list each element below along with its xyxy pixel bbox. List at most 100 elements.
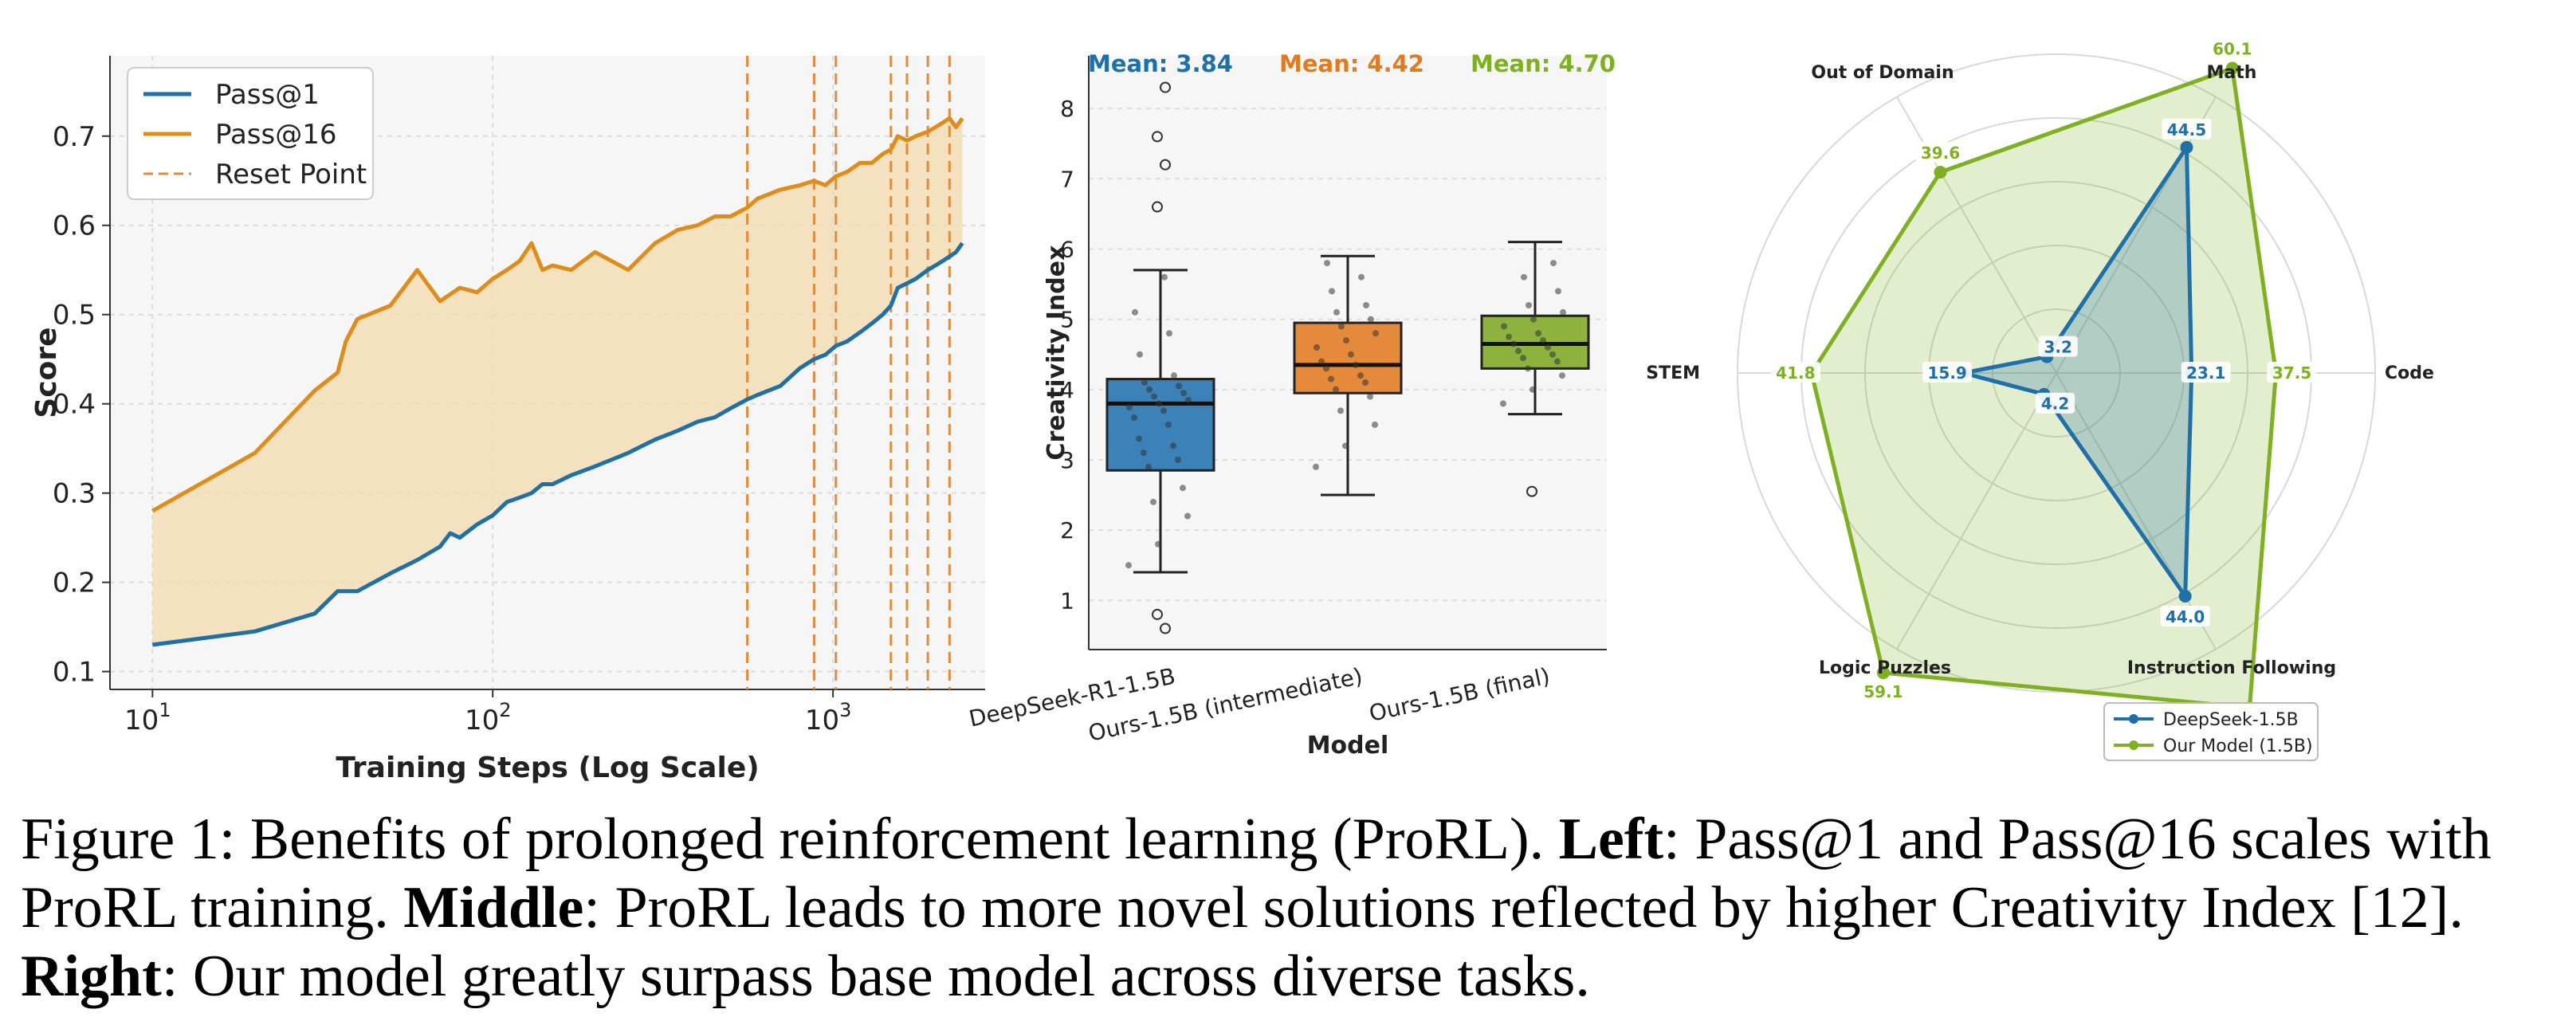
data-point (1328, 375, 1334, 383)
our-model-point (1934, 166, 1947, 179)
mean-label: Mean: 4.42 (1279, 50, 1424, 77)
data-point (1372, 421, 1378, 428)
data-point (1554, 358, 1561, 365)
our-model-point (1876, 666, 1890, 680)
figure: 0.1 0.2 0.3 0.4 0.5 0.6 0.7 101 102 103 Training S… (30, 37, 2434, 784)
outlier-point (1152, 608, 1163, 620)
data-point (1540, 337, 1546, 344)
data-point (1160, 407, 1167, 414)
caption-left-text: : Pass@1 and Pass@16 scales with ProRL t… (21, 807, 2492, 940)
data-point (1145, 463, 1152, 470)
deepseek-point (2180, 140, 2193, 154)
data-point (1367, 393, 1373, 400)
value-label-bg (2207, 37, 2257, 59)
value-label-bg (2162, 118, 2212, 139)
legend-label: DeepSeek-1.5B (2163, 710, 2299, 730)
data-point (1501, 323, 1507, 330)
caption-middle-bold: Middle (403, 875, 584, 940)
radar-axis-label: STEM (1646, 363, 1700, 383)
data-point (1560, 308, 1566, 316)
radar-axis-label: Out of Domain (1811, 63, 1954, 83)
legend-label: Pass@1 (215, 79, 320, 111)
value-label: 41.8 (1776, 363, 1815, 383)
data-point (1510, 340, 1517, 348)
legend-label: Reset Point (215, 159, 367, 190)
x-axis-label: Training Steps (Log Scale) (336, 752, 759, 784)
value-label: 3.2 (2044, 338, 2072, 357)
pass-gap-area (152, 118, 963, 645)
y-axis-label: Creativity Index (1043, 245, 1070, 461)
data-point (1318, 358, 1325, 365)
value-label: 60.1 (2213, 40, 2252, 59)
data-point (1323, 365, 1329, 372)
value-label: 44.0 (2166, 607, 2205, 626)
caption-middle-text: : ProRL leads to more novel solutions re… (583, 875, 2464, 940)
data-point (1530, 316, 1537, 323)
data-point (1137, 351, 1143, 358)
data-point (1125, 562, 1132, 569)
data-point (1520, 355, 1526, 362)
outlier-point (1152, 201, 1163, 213)
y-tick-label: 0.4 (53, 389, 96, 421)
y-axis-label: Score (30, 327, 63, 418)
data-point (1170, 442, 1176, 450)
data-point (1333, 386, 1339, 393)
value-label: 15.9 (1927, 363, 1966, 383)
legend: DeepSeek-1.5B Our Model (1.5B) (2103, 702, 2319, 761)
radar-axis-label: Logic Puzzles (1819, 658, 1951, 678)
legend-label: Our Model (1.5B) (2163, 736, 2313, 756)
data-point (1146, 386, 1153, 393)
y-tick-label: 2 (1060, 517, 1074, 544)
box (1293, 321, 1403, 395)
y-tick-label: 8 (1060, 96, 1074, 122)
data-point (1372, 330, 1379, 337)
data-point (1161, 273, 1168, 281)
y-tick-label: 4 (1060, 377, 1074, 403)
data-point (1156, 400, 1162, 407)
data-point (1333, 308, 1340, 316)
y-tick-label: 0.2 (53, 567, 96, 599)
data-point (1550, 260, 1557, 267)
caption-right-bold: Right (21, 944, 162, 1009)
data-point (1131, 414, 1137, 422)
outlier-point (1160, 159, 1171, 171)
data-point (1337, 407, 1344, 414)
data-point (1136, 435, 1142, 442)
data-point (1342, 442, 1349, 450)
data-point (1314, 344, 1320, 351)
y-tick-label: 0.1 (53, 657, 96, 689)
data-point (1530, 386, 1536, 393)
data-point (1185, 397, 1192, 404)
x-tick-label: Ours-1.5B (final) (1367, 663, 1553, 727)
value-label-bg (1915, 142, 1965, 163)
data-point (1165, 421, 1172, 428)
caption-prefix: Figure 1: Benefits of prolonged reinforc… (21, 807, 1559, 872)
box-group (1480, 241, 1590, 497)
data-point (1151, 393, 1157, 400)
data-point (1549, 351, 1556, 358)
data-point (1155, 540, 1161, 548)
value-label: 44.5 (2167, 120, 2206, 139)
legend-marker (2129, 714, 2138, 724)
data-point (1535, 330, 1541, 337)
data-point (1555, 288, 1561, 295)
value-label-bg (2160, 605, 2210, 626)
data-point (1348, 351, 1354, 358)
data-point (1363, 301, 1369, 308)
right-chart: 44.523.144.04.215.93.260.137.566.059.141… (1646, 37, 2434, 761)
radar-axis-label: Code (2385, 363, 2434, 383)
our-model-point (2225, 61, 2239, 75)
value-label: 59.1 (1863, 682, 1903, 701)
figure-caption: Figure 1: Benefits of prolonged reinforc… (21, 805, 2563, 1011)
data-point (1176, 383, 1182, 390)
data-point (1526, 301, 1532, 308)
x-tick-label: 103 (805, 699, 852, 736)
data-point (1353, 361, 1359, 368)
data-point (1184, 512, 1191, 520)
radar-spoke (1896, 372, 2057, 650)
data-point (1166, 330, 1172, 337)
data-point (1141, 379, 1148, 386)
y-tick-label: 0.6 (53, 210, 96, 242)
data-point (1521, 273, 1527, 281)
outlier-point (1160, 81, 1171, 93)
